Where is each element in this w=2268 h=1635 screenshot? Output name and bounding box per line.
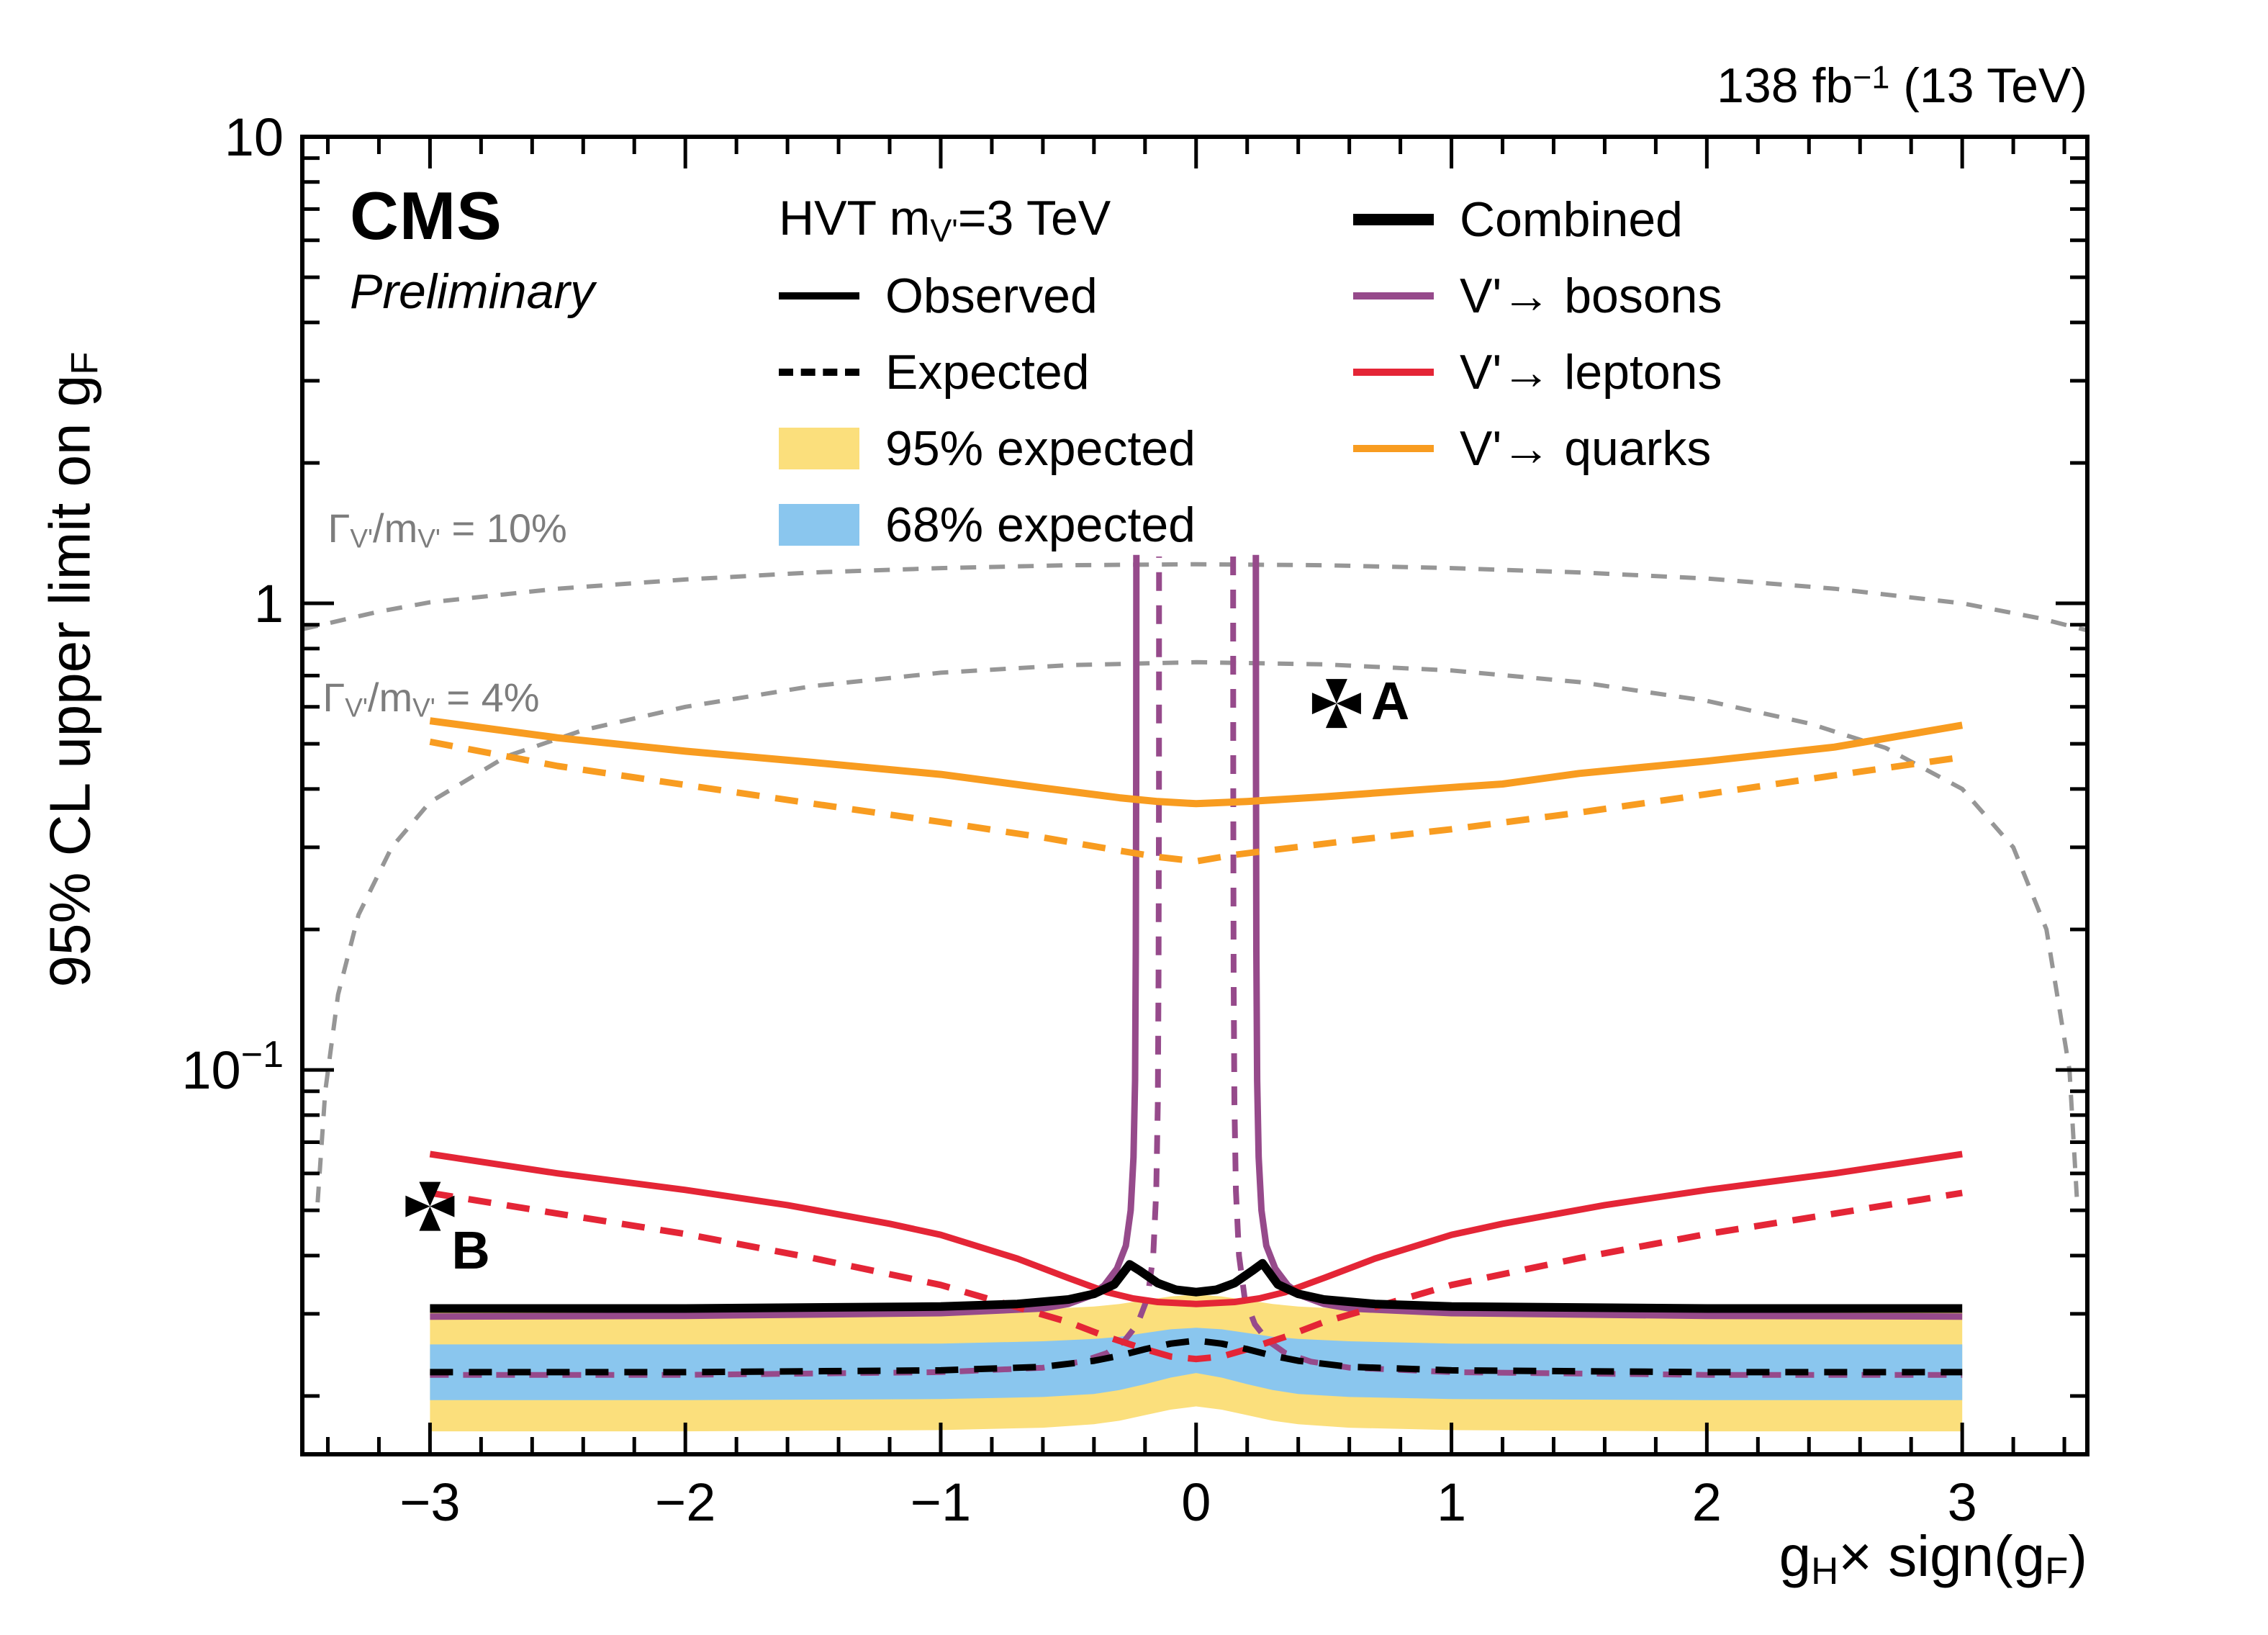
observed-label: Observed	[885, 269, 1098, 323]
leptons-line-swatch	[1353, 369, 1434, 376]
y-tick-label: 10−1	[181, 1034, 284, 1100]
y-tick-label: 1	[254, 574, 284, 634]
benchmark-marker-A	[1311, 679, 1361, 729]
band95-label: 95% expected	[885, 421, 1196, 476]
legend-title-row: HVT mV'=3 TeV	[779, 181, 1196, 258]
legend-row-observed: Observed	[779, 258, 1196, 334]
x-tick-label: 1	[1437, 1472, 1466, 1532]
x-tick-label: −1	[911, 1472, 971, 1532]
curve-bosons-expected-1	[1230, 556, 1963, 1378]
curve-leptons-expected	[429, 1189, 1963, 1363]
x-tick-label: −3	[399, 1472, 460, 1532]
band68-swatch	[779, 504, 859, 546]
curve-bosons-observed-0	[430, 554, 1140, 1320]
x-tick-label: −2	[655, 1472, 715, 1532]
contour-gamma10	[302, 562, 2088, 633]
luminosity-label: 138 fb−1 (13 TeV)	[1717, 58, 2087, 113]
bosons-label: V'→ bosons	[1460, 269, 1722, 323]
legend-row-band95: 95% expected	[779, 410, 1196, 487]
benchmark-marker-B	[405, 1181, 455, 1231]
observed-line-swatch	[779, 292, 859, 299]
expected-band-68	[430, 1328, 1963, 1400]
curve-leptons-observed	[429, 1150, 1963, 1307]
legend-row-expected: Expected	[779, 334, 1196, 410]
legend-title: HVT mV'=3 TeV	[779, 190, 1111, 249]
bosons-line-swatch	[1353, 292, 1434, 299]
preliminary-label: Preliminary	[350, 264, 595, 319]
x-tick-label: 3	[1948, 1472, 1977, 1532]
contour-label-width-10pct: ΓV'/mV' = 10%	[327, 505, 567, 554]
curve-combined-observed	[430, 1258, 1963, 1313]
curve-bosons-observed-1	[1252, 554, 1963, 1320]
legend-row-quarks: V'→ quarks	[1353, 410, 1722, 487]
contour-gamma4	[315, 659, 2079, 1203]
legend-row-leptons: V'→ leptons	[1353, 334, 1722, 410]
benchmark-point-b-label: B	[451, 1220, 490, 1280]
benchmark-point-a-label: A	[1370, 671, 1410, 731]
legend-channels: Combined V'→ bosons V'→ leptons V'→ quar…	[1353, 181, 1722, 487]
legend-row-combined: Combined	[1353, 181, 1722, 258]
band68-label: 68% expected	[885, 497, 1196, 552]
quarks-line-swatch	[1353, 445, 1434, 452]
y-axis-title: 95% CL upper limit on gF	[37, 351, 107, 988]
cms-logo-text: CMS	[350, 178, 502, 253]
y-tick-label: 10	[225, 107, 284, 167]
quarks-label: V'→ quarks	[1460, 421, 1712, 476]
band95-swatch	[779, 428, 859, 469]
expected-label: Expected	[885, 345, 1090, 400]
x-tick-label: 0	[1181, 1472, 1211, 1532]
combined-label: Combined	[1460, 192, 1683, 247]
x-axis-title: gH× sign(gF)	[1779, 1524, 2087, 1593]
leptons-label: V'→ leptons	[1460, 345, 1722, 400]
legend-styles: HVT mV'=3 TeV Observed Expected 95% expe…	[779, 181, 1196, 563]
curve-quarks-observed	[429, 717, 1964, 808]
x-tick-label: 2	[1692, 1472, 1722, 1532]
legend-row-bosons: V'→ bosons	[1353, 258, 1722, 334]
contour-label-width-4pct: ΓV'/mV' = 4%	[322, 675, 540, 723]
combined-line-swatch	[1353, 214, 1434, 225]
expected-line-swatch	[779, 369, 859, 376]
legend-row-band68: 68% expected	[779, 487, 1196, 563]
